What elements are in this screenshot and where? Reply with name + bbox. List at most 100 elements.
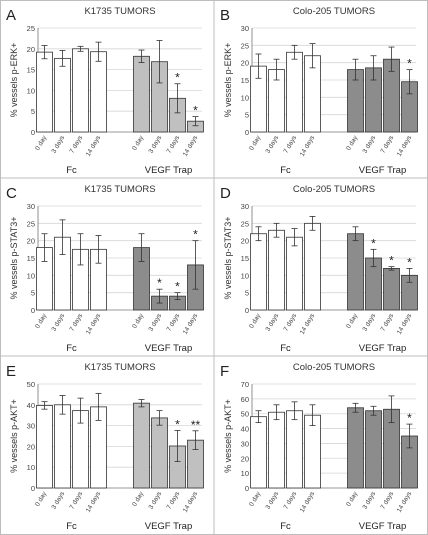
- y-tick-label: 10: [241, 271, 249, 280]
- y-axis-label: % vessels p-AKT+: [9, 399, 19, 473]
- y-axis-label: % vessels p-AKT+: [223, 399, 233, 473]
- chart-title: Colo-205 TUMORS: [293, 184, 375, 195]
- y-tick-label: 25: [241, 41, 249, 50]
- significance-marker: *: [193, 104, 198, 118]
- x-tick-label: 0 day: [34, 312, 48, 330]
- x-tick-label: 7 days: [166, 490, 182, 511]
- x-tick-label: 0 day: [34, 134, 48, 152]
- chart-panel-d: D Colo-205 TUMORS 0 5 10 15 20 25 30 % vessels p-…: [220, 184, 418, 354]
- group-label: VEGF Trap: [359, 521, 407, 532]
- panel-letter: E: [6, 363, 16, 380]
- x-tick-label: 14 days: [182, 134, 200, 158]
- significance-marker: *: [175, 417, 180, 431]
- x-tick-label: 7 days: [380, 490, 396, 511]
- x-tick-label: 0 day: [131, 490, 145, 508]
- chart-title: K1735 TUMORS: [84, 184, 155, 195]
- x-tick-label: 3 days: [51, 134, 67, 155]
- bar: [250, 233, 267, 311]
- x-tick-label: 0 day: [248, 490, 262, 508]
- x-tick-label: 3 days: [51, 312, 67, 333]
- y-tick-label: 10: [27, 463, 35, 472]
- panel-letter: D: [220, 185, 231, 202]
- chart-title: Colo-205 TUMORS: [293, 362, 375, 373]
- x-tick-label: 14 days: [85, 312, 103, 336]
- chart-title: K1735 TUMORS: [84, 362, 155, 373]
- x-tick-label: 3 days: [148, 490, 164, 511]
- y-tick-label: 20: [241, 59, 249, 68]
- x-tick-label: 0 day: [34, 490, 48, 508]
- y-tick-label: 0: [245, 484, 249, 493]
- x-tick-label: 0 day: [248, 134, 262, 152]
- panel-letter: F: [220, 363, 229, 380]
- y-tick-label: 30: [241, 24, 249, 33]
- x-tick-label: 0 day: [345, 134, 359, 152]
- y-tick-label: 25: [241, 219, 249, 228]
- y-tick-label: 25: [27, 219, 35, 228]
- significance-marker: *: [389, 254, 394, 268]
- bar: [54, 404, 71, 489]
- y-tick-label: 30: [27, 422, 35, 431]
- significance-marker: *: [175, 280, 180, 294]
- significance-marker: **: [191, 418, 201, 432]
- chart-panel-b: B Colo-205 TUMORS 0 5 10 15 20 25 30 % vessels p-…: [220, 6, 418, 176]
- y-axis-label: % vessels p-STAT3+: [223, 217, 233, 300]
- bar: [133, 55, 150, 133]
- x-tick-label: 0 day: [248, 312, 262, 330]
- y-tick-label: 5: [31, 289, 35, 298]
- x-tick-label: 7 days: [166, 312, 182, 333]
- x-tick-label: 0 day: [345, 312, 359, 330]
- group-label: VEGF Trap: [145, 343, 193, 354]
- group-label: Fc: [280, 343, 291, 354]
- y-tick-label: 15: [241, 76, 249, 85]
- y-tick-label: 5: [245, 111, 249, 120]
- significance-marker: *: [193, 228, 198, 242]
- y-tick-label: 15: [27, 254, 35, 263]
- x-tick-label: 7 days: [283, 134, 299, 155]
- x-tick-label: 3 days: [148, 134, 164, 155]
- bar: [383, 268, 400, 311]
- y-tick-label: 15: [27, 66, 35, 75]
- x-tick-label: 14 days: [299, 134, 317, 158]
- y-tick-label: 0: [245, 306, 249, 315]
- x-tick-label: 14 days: [182, 490, 200, 514]
- x-tick-label: 7 days: [283, 312, 299, 333]
- significance-marker: *: [175, 71, 180, 85]
- bar: [268, 411, 285, 489]
- group-label: Fc: [66, 343, 77, 354]
- group-label: VEGF Trap: [145, 165, 193, 176]
- x-tick-label: 3 days: [362, 490, 378, 511]
- group-label: Fc: [66, 165, 77, 176]
- y-tick-label: 40: [241, 425, 249, 434]
- bar: [347, 233, 364, 311]
- y-tick-label: 40: [27, 401, 35, 410]
- y-tick-label: 20: [27, 442, 35, 451]
- y-tick-label: 30: [27, 202, 35, 211]
- group-label: VEGF Trap: [359, 343, 407, 354]
- x-tick-label: 3 days: [148, 312, 164, 333]
- y-tick-label: 60: [241, 395, 249, 404]
- x-tick-label: 3 days: [362, 134, 378, 155]
- bar: [54, 57, 71, 133]
- significance-marker: *: [407, 57, 412, 71]
- x-tick-label: 0 day: [131, 134, 145, 152]
- bar: [151, 417, 168, 489]
- group-label: Fc: [280, 165, 291, 176]
- x-tick-label: 0 day: [131, 312, 145, 330]
- y-tick-label: 0: [31, 128, 35, 137]
- x-tick-label: 7 days: [166, 134, 182, 155]
- chart-title: K1735 TUMORS: [84, 6, 155, 17]
- bar: [286, 236, 303, 311]
- y-tick-label: 5: [245, 289, 249, 298]
- y-tick-label: 20: [27, 237, 35, 246]
- bar: [250, 416, 267, 489]
- y-tick-label: 10: [27, 271, 35, 280]
- chart-title: Colo-205 TUMORS: [293, 6, 375, 17]
- bar: [72, 48, 89, 133]
- bar: [347, 407, 364, 489]
- bar: [90, 51, 107, 133]
- y-tick-label: 0: [31, 484, 35, 493]
- x-tick-label: 14 days: [182, 312, 200, 336]
- significance-marker: *: [407, 411, 412, 425]
- x-tick-label: 3 days: [362, 312, 378, 333]
